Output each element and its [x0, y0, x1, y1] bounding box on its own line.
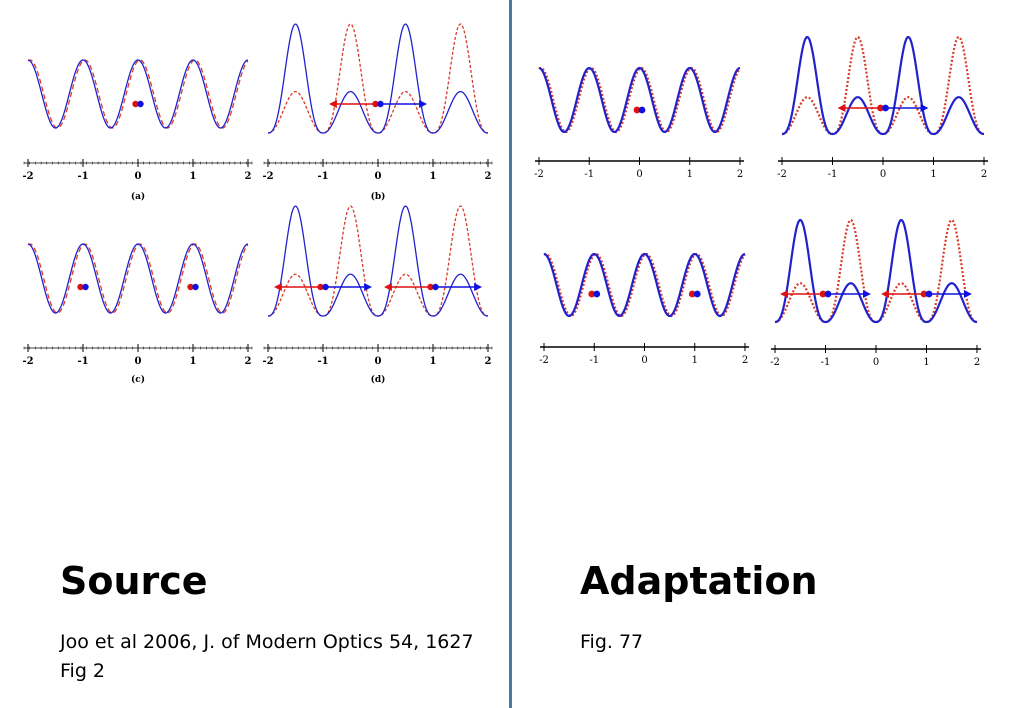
- source-b-solid-potential-curve: [267, 23, 489, 134]
- source-c-solid-potential-curve: [27, 243, 249, 314]
- source-a-solid-potential-curve: [27, 59, 249, 129]
- source-a-panel-label: (a): [131, 191, 145, 202]
- source-c-red-atom: [187, 283, 194, 291]
- adapt-br-blue-atom: [925, 290, 933, 298]
- adapt-br-blue-atom: [824, 290, 832, 298]
- adapt-bl-blue-atom: [693, 290, 701, 298]
- source-d-blue-atom: [432, 283, 439, 291]
- source-a-tick-label: 2: [245, 171, 252, 182]
- adapt-br-red-atom: [920, 290, 928, 298]
- adapt-bl-solid-potential-curve: [543, 252, 746, 318]
- panel-divider: [509, 0, 512, 708]
- adapt-tr-tick-label: 0: [880, 169, 886, 180]
- adapt-tr-blue-atom: [882, 104, 889, 112]
- source-citation: Joo et al 2006, J. of Modern Optics 54, …: [60, 628, 474, 686]
- adapt-tl-tick-label: -2: [534, 169, 544, 180]
- source-c-dashed-potential-curve: [27, 243, 249, 314]
- adapt-tr-tick-label: -2: [777, 169, 787, 180]
- source-d-blue-atom: [322, 283, 329, 291]
- source-b-tick-label: 1: [430, 171, 437, 182]
- adapt-br-tick-label: 2: [974, 357, 980, 368]
- source-c-blue-atom: [192, 283, 199, 291]
- adapt-tl-tick-label: 0: [636, 169, 642, 180]
- source-b-blue-atom: [377, 100, 384, 108]
- source-d-tick-label: 1: [430, 356, 437, 367]
- adapt-tl-red-atom: [633, 106, 641, 114]
- source-d-solid-potential-curve: [267, 205, 489, 317]
- adapt-br-red-atom: [819, 290, 827, 298]
- source-c-tick-label: 0: [135, 356, 142, 367]
- adapt-bl-tick-label: 1: [692, 355, 698, 366]
- adapt-bl-tick-label: 2: [742, 355, 748, 366]
- source-c-red-atom: [77, 283, 84, 291]
- source-c-tick-label: -2: [22, 356, 33, 367]
- adapt-tl-tick-label: 2: [737, 169, 743, 180]
- source-d-red-atom: [317, 283, 324, 291]
- source-citation-line2: Fig 2: [60, 660, 106, 682]
- source-d-tick-label: 2: [485, 356, 492, 367]
- adapt-tl-dashed-potential-curve: [538, 66, 741, 134]
- source-citation-line1: Joo et al 2006, J. of Modern Optics 54, …: [60, 631, 474, 653]
- adapt-tr-tick-label: 2: [981, 169, 987, 180]
- adapt-br-tick-label: -1: [821, 357, 831, 368]
- adapt-bl-red-atom: [588, 290, 596, 298]
- source-b-tick-label: -2: [262, 171, 273, 182]
- adapt-tl-solid-potential-curve: [538, 66, 741, 134]
- source-c-tick-label: -1: [77, 356, 88, 367]
- source-c-tick-label: 2: [245, 356, 252, 367]
- source-a-dashed-potential-curve: [27, 59, 249, 129]
- source-d-red-atom: [427, 283, 434, 291]
- source-b-red-atom: [372, 100, 379, 108]
- adapt-bl-tick-label: 0: [641, 355, 647, 366]
- source-b-tick-label: -1: [317, 171, 328, 182]
- source-b-dashed-potential-curve: [267, 23, 489, 134]
- adapt-br-solid-potential-curve: [774, 218, 978, 324]
- adapt-br-tick-label: 1: [923, 357, 929, 368]
- source-c-panel-label: (c): [131, 374, 145, 385]
- source-d-tick-label: -2: [262, 356, 273, 367]
- adapt-tl-blue-atom: [638, 106, 646, 114]
- adaptation-heading: Adaptation: [580, 559, 818, 603]
- source-d-tick-label: 0: [375, 356, 382, 367]
- source-a-red-atom: [132, 100, 139, 108]
- source-a-tick-label: -2: [22, 171, 33, 182]
- source-c-tick-label: 1: [190, 356, 197, 367]
- source-c-blue-atom: [82, 283, 89, 291]
- adapt-br-tick-label: -2: [770, 357, 780, 368]
- adapt-tl-tick-label: -1: [584, 169, 594, 180]
- source-d-panel-label: (d): [371, 374, 386, 385]
- adapt-bl-blue-atom: [593, 290, 601, 298]
- adapt-tr-red-atom: [877, 104, 884, 112]
- adapt-tr-dashed-potential-curve: [781, 35, 985, 136]
- source-b-tick-label: 2: [485, 171, 492, 182]
- adapt-tr-tick-label: 1: [930, 169, 936, 180]
- source-b-tick-label: 0: [375, 171, 382, 182]
- adapt-tr-tick-label: -1: [828, 169, 838, 180]
- adapt-tl-tick-label: 1: [687, 169, 693, 180]
- adapt-bl-red-atom: [688, 290, 696, 298]
- adapt-bl-dashed-potential-curve: [543, 252, 746, 318]
- adaptation-caption: Fig. 77: [580, 631, 644, 653]
- source-a-tick-label: 0: [135, 171, 142, 182]
- source-a-tick-label: 1: [190, 171, 197, 182]
- adapt-bl-tick-label: -2: [539, 355, 549, 366]
- source-a-tick-label: -1: [77, 171, 88, 182]
- source-a-blue-atom: [137, 100, 144, 108]
- adapt-br-tick-label: 0: [873, 357, 879, 368]
- adapt-tr-solid-potential-curve: [781, 35, 985, 136]
- source-b-panel-label: (b): [371, 191, 386, 202]
- adapt-bl-tick-label: -1: [589, 355, 599, 366]
- source-d-tick-label: -1: [317, 356, 328, 367]
- source-heading: Source: [60, 559, 208, 603]
